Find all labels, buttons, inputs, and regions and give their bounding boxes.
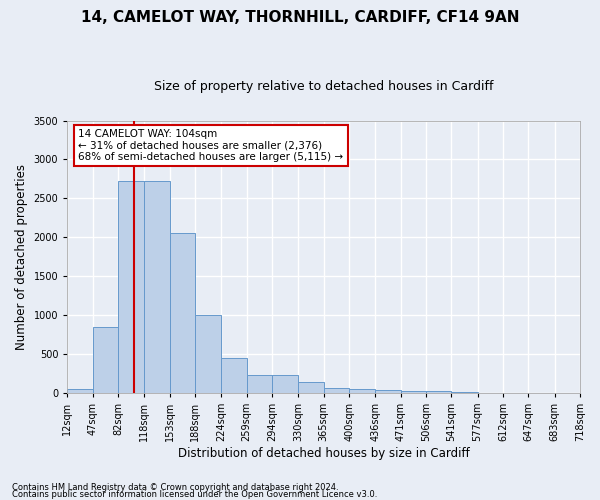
Title: Size of property relative to detached houses in Cardiff: Size of property relative to detached ho… [154, 80, 493, 93]
Text: 14 CAMELOT WAY: 104sqm
← 31% of detached houses are smaller (2,376)
68% of semi-: 14 CAMELOT WAY: 104sqm ← 31% of detached… [79, 129, 344, 162]
Text: Contains public sector information licensed under the Open Government Licence v3: Contains public sector information licen… [12, 490, 377, 499]
Bar [67, 388, 93, 393]
Bar [401, 390, 426, 393]
Bar [247, 375, 272, 393]
Bar [349, 388, 375, 393]
Bar [145, 182, 170, 393]
Bar [93, 327, 118, 393]
Bar [323, 388, 349, 393]
Y-axis label: Number of detached properties: Number of detached properties [15, 164, 28, 350]
Bar [170, 232, 195, 393]
Bar [375, 390, 401, 393]
Bar [426, 391, 451, 393]
X-axis label: Distribution of detached houses by size in Cardiff: Distribution of detached houses by size … [178, 447, 470, 460]
Bar [118, 182, 145, 393]
Bar [298, 382, 323, 393]
Text: 14, CAMELOT WAY, THORNHILL, CARDIFF, CF14 9AN: 14, CAMELOT WAY, THORNHILL, CARDIFF, CF1… [81, 10, 519, 25]
Text: Contains HM Land Registry data © Crown copyright and database right 2024.: Contains HM Land Registry data © Crown c… [12, 484, 338, 492]
Bar [195, 314, 221, 393]
Bar [221, 358, 247, 393]
Bar [272, 375, 298, 393]
Bar [451, 392, 478, 393]
